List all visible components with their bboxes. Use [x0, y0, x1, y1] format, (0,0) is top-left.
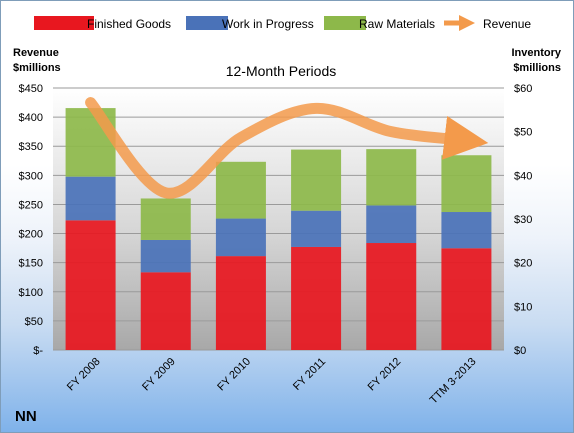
bar-finished-goods [140, 272, 191, 350]
bar-work-in-progress [65, 176, 116, 221]
right-tick-label: $60 [514, 83, 532, 95]
left-tick-label: $200 [19, 229, 43, 241]
company-label: NN [15, 408, 37, 425]
left-axis-title-line2: $millions [13, 62, 61, 74]
x-tick-label: FY 2010 [215, 356, 253, 394]
x-tick-label: FY 2012 [366, 356, 404, 394]
legend-arrow-icon [459, 15, 475, 31]
bar-raw-materials [441, 155, 492, 213]
right-tick-label: $0 [514, 345, 526, 357]
right-axis-title-line2: $millions [513, 62, 561, 74]
left-tick-label: $350 [19, 141, 43, 153]
bar-work-in-progress [140, 239, 191, 273]
right-tick-label: $40 [514, 170, 532, 182]
x-axis-ticks: FY 2008 FY 2009 FY 2010 FY 2011 FY 2012 TTM 3… [65, 356, 479, 407]
bar-raw-materials [366, 149, 417, 206]
bar-work-in-progress [291, 210, 342, 247]
legend: Finished Goods Work in Progress Raw Mate… [34, 15, 531, 31]
bar-finished-goods [65, 220, 116, 350]
bar-raw-materials [291, 149, 342, 211]
right-tick-label: $30 [514, 214, 532, 226]
x-tick-label: TTM 3-2013 [428, 356, 479, 407]
bar-work-in-progress [215, 218, 266, 257]
left-tick-label: $50 [25, 316, 43, 328]
legend-work-in-progress: Work in Progress [222, 17, 314, 31]
chart-title: 12-Month Periods [226, 63, 337, 79]
left-axis-title-line1: Revenue [13, 47, 59, 59]
bar-work-in-progress [441, 212, 492, 249]
right-tick-label: $50 [514, 127, 532, 139]
plot-area [53, 88, 504, 350]
bar-work-in-progress [366, 205, 417, 244]
right-axis-title-line1: Inventory [511, 47, 561, 59]
left-tick-label: $450 [19, 83, 43, 95]
left-tick-label: $150 [19, 258, 43, 270]
bar-finished-goods [215, 256, 266, 350]
left-tick-label: $- [33, 345, 43, 357]
right-tick-label: $20 [514, 258, 532, 270]
left-axis-ticks: $- $50 $100 $150 $200 $250 $300 $350 $400 $450 [19, 83, 44, 357]
right-axis-ticks: $0 $10 $20 $30 $40 $50 $60 [514, 83, 532, 357]
bar-raw-materials [215, 161, 266, 219]
legend-finished-goods: Finished Goods [87, 17, 171, 31]
left-tick-label: $100 [19, 287, 43, 299]
bars-group [65, 108, 492, 350]
revenue-line-group [85, 97, 489, 199]
legend-revenue: Revenue [483, 17, 531, 31]
legend-swatch-finished-goods [34, 16, 94, 30]
legend-raw-materials: Raw Materials [359, 17, 435, 31]
bar-finished-goods [291, 246, 342, 350]
bar-raw-materials [140, 198, 191, 240]
left-tick-label: $300 [19, 170, 43, 182]
x-tick-label: FY 2009 [140, 356, 178, 394]
left-tick-label: $400 [19, 112, 43, 124]
legend-swatch-raw-materials [324, 16, 366, 30]
right-tick-label: $10 [514, 301, 532, 313]
x-tick-label: FY 2011 [291, 356, 328, 393]
bar-finished-goods [366, 243, 417, 350]
revenue-line [85, 97, 489, 199]
bar-finished-goods [441, 248, 492, 350]
legend-swatch-work-in-progress [186, 16, 228, 30]
x-tick-label: FY 2008 [65, 356, 103, 394]
left-tick-label: $250 [19, 199, 43, 211]
